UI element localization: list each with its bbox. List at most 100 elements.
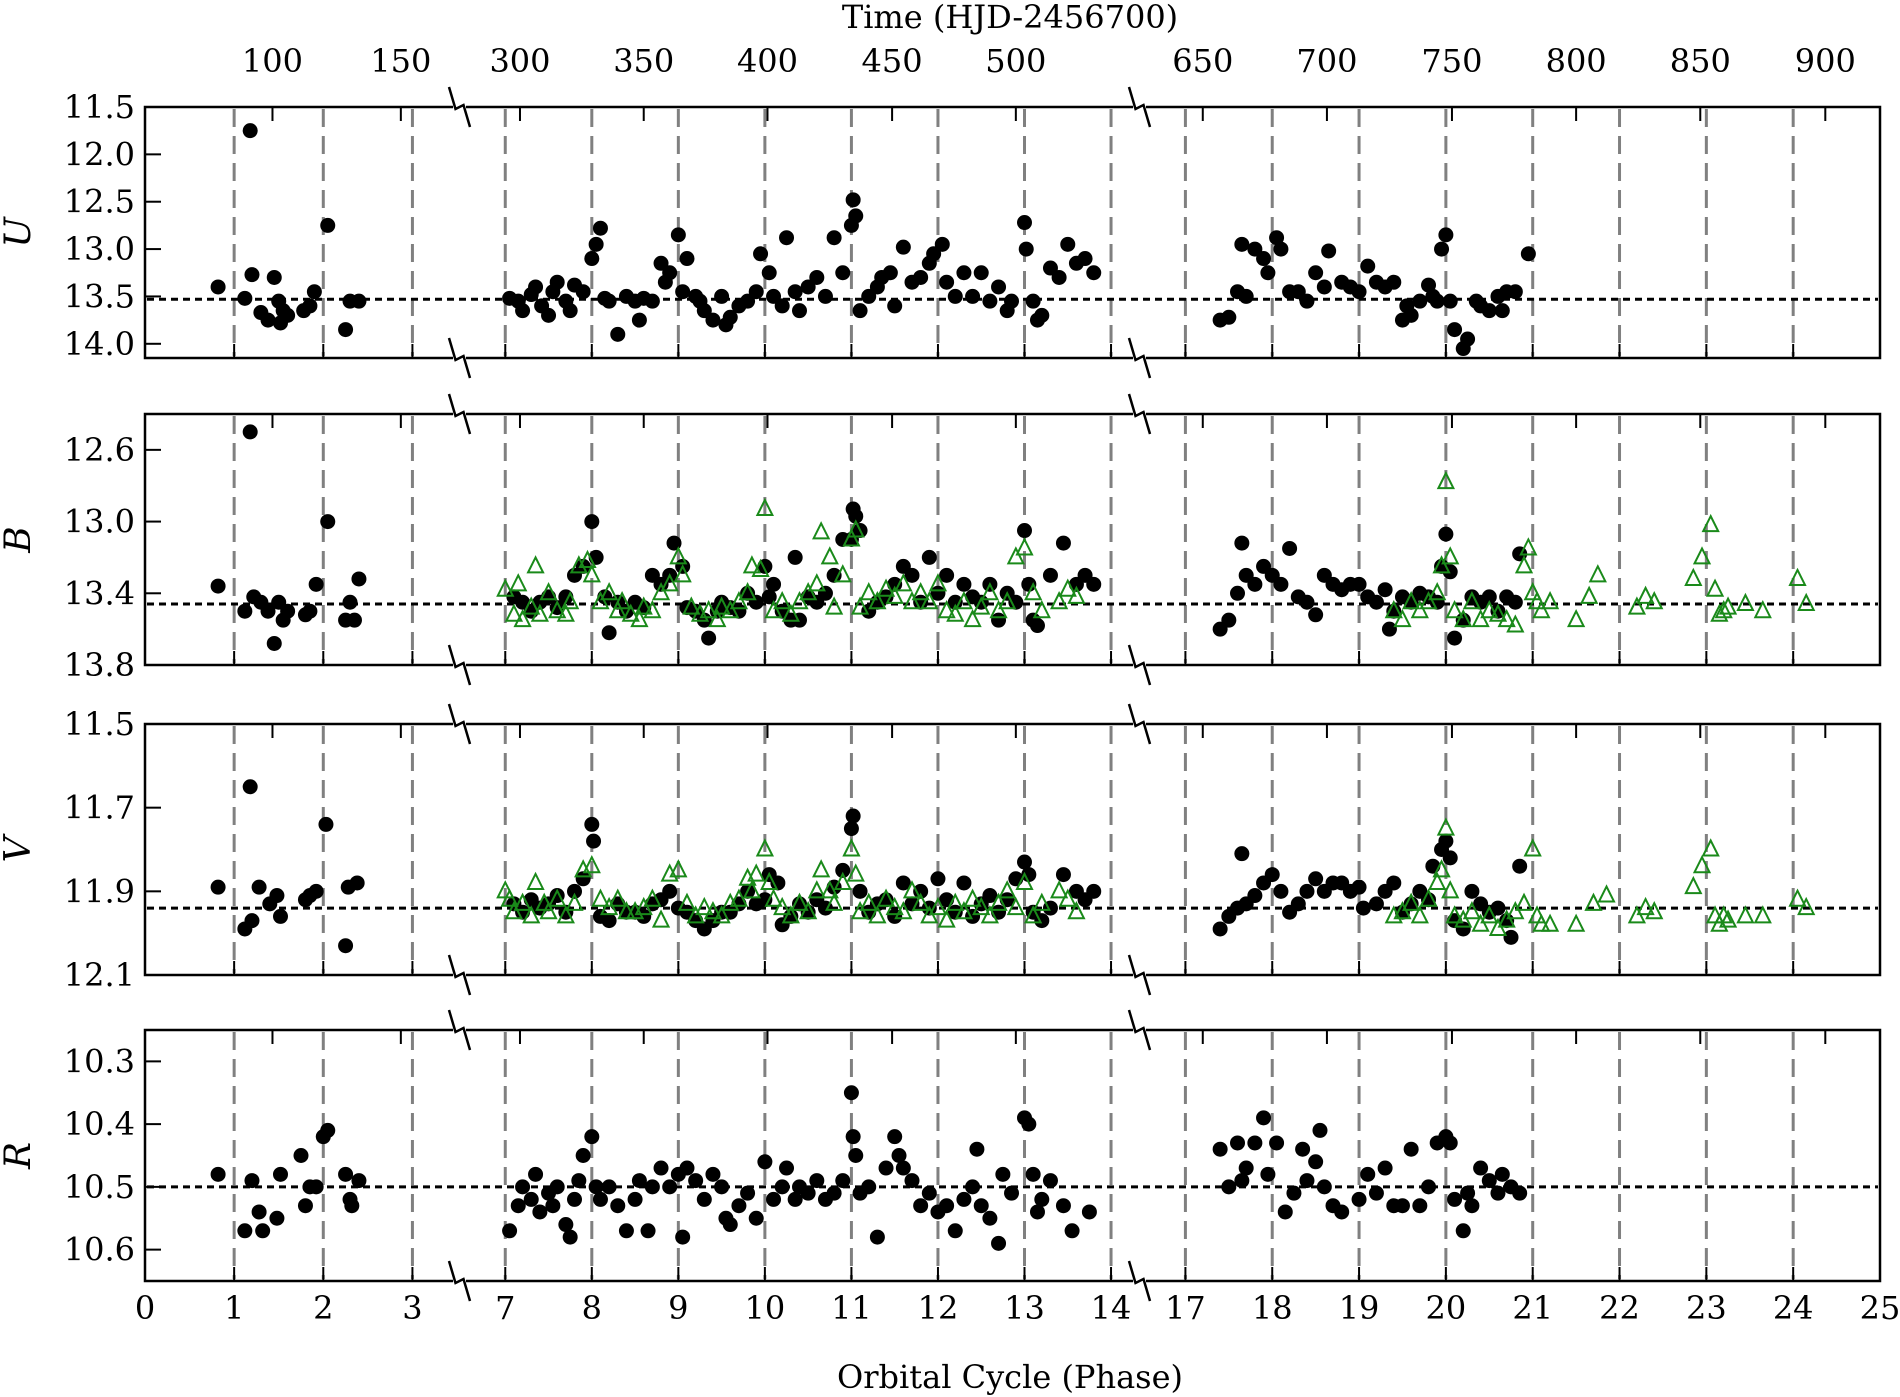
data-point-circle <box>1230 1135 1246 1151</box>
data-point-triangle <box>824 892 844 911</box>
data-point-circle <box>835 265 851 281</box>
data-point-circle <box>318 816 334 832</box>
data-point-circle <box>1368 594 1384 610</box>
data-point-triangle <box>703 901 723 920</box>
data-point-circle <box>845 808 861 824</box>
x-tick-label: 1 <box>224 1289 244 1327</box>
data-point-circle <box>675 284 691 300</box>
data-point-circle <box>545 1198 561 1214</box>
data-point-triangle <box>1024 582 1043 601</box>
data-point-circle <box>293 1148 309 1163</box>
data-point-triangle <box>980 905 1000 924</box>
data-point-circle <box>302 603 318 619</box>
data-point-circle <box>835 862 851 878</box>
data-point-circle <box>515 303 531 319</box>
top-tick-label: 650 <box>1172 42 1233 80</box>
data-point-circle <box>1021 867 1037 883</box>
data-point-circle <box>260 312 276 328</box>
data-point-circle <box>269 888 285 904</box>
data-point-triangle <box>946 603 965 622</box>
data-point-triangle <box>989 892 1008 911</box>
data-point-circle <box>1308 265 1324 281</box>
data-point-circle <box>1512 858 1528 874</box>
data-point-circle <box>1055 1198 1071 1214</box>
data-point-circle <box>991 279 1007 295</box>
data-point-circle <box>817 288 833 304</box>
data-point-circle <box>843 1085 859 1101</box>
axis-break-mark <box>1127 1009 1152 1051</box>
data-point-circle <box>1394 1198 1410 1214</box>
x-tick-label: 2 <box>313 1289 333 1327</box>
data-point-circle <box>1034 1191 1050 1207</box>
data-point-circle <box>748 594 764 610</box>
data-point-circle <box>1017 215 1032 231</box>
data-point-circle <box>1494 1166 1510 1182</box>
x-tick-label: 3 <box>402 1289 422 1327</box>
data-point-triangle <box>630 608 649 628</box>
data-point-circle <box>1260 1166 1276 1182</box>
data-point-circle <box>861 288 877 304</box>
data-point-circle <box>1256 1110 1272 1126</box>
data-point-circle <box>1316 279 1332 295</box>
y-tick-label: 14.0 <box>64 325 135 363</box>
data-point-circle <box>1273 883 1289 899</box>
data-point-circle <box>1008 594 1024 610</box>
data-point-circle <box>1282 540 1298 556</box>
x-tick-label: 14 <box>1091 1289 1132 1327</box>
y-axis-label: R <box>0 1142 39 1170</box>
data-point-circle <box>1499 913 1515 929</box>
data-point-triangle <box>799 901 818 920</box>
x-tick-label: 12 <box>918 1289 959 1327</box>
data-point-circle <box>1412 293 1428 309</box>
data-point-circle <box>571 1173 587 1189</box>
data-point-triangle <box>859 892 878 911</box>
data-point-circle <box>722 309 738 325</box>
data-point-triangle <box>1462 591 1482 610</box>
data-point-circle <box>1355 900 1371 916</box>
data-point-triangle <box>643 888 662 907</box>
data-point-triangle <box>755 838 775 857</box>
data-point-circle <box>528 279 544 295</box>
data-point-circle <box>701 630 717 646</box>
y-tick-label: 12.5 <box>64 183 135 221</box>
data-point-circle <box>320 1122 336 1138</box>
data-point-circle <box>774 298 790 314</box>
data-point-triangle <box>1441 880 1460 899</box>
data-point-circle <box>787 284 803 300</box>
data-point-triangle <box>773 896 792 916</box>
data-point-triangle <box>1441 546 1460 565</box>
panel-frame <box>143 722 1882 977</box>
data-point-circle <box>843 821 859 837</box>
y-tick-label: 12.6 <box>64 431 135 469</box>
axis-break-mark <box>447 644 472 686</box>
panel-frame <box>143 412 1882 667</box>
data-point-triangle <box>1410 599 1429 619</box>
data-point-circle <box>610 326 626 342</box>
data-point-triangle <box>496 578 515 597</box>
data-point-circle <box>1034 307 1050 323</box>
data-point-circle <box>1490 900 1506 916</box>
data-point-circle <box>1316 1179 1332 1195</box>
axis-break-mark <box>1127 703 1152 745</box>
data-point-circle <box>1234 236 1250 252</box>
data-point-triangle <box>729 591 749 610</box>
data-point-circle <box>237 1223 253 1239</box>
data-point-circle <box>237 603 253 619</box>
data-point-circle <box>528 1166 544 1182</box>
data-point-circle <box>861 1179 877 1195</box>
data-point-circle <box>913 883 929 899</box>
x-axis-title: Orbital Cycle (Phase) <box>837 1358 1183 1396</box>
data-point-circle <box>338 322 354 338</box>
data-point-triangle <box>582 854 601 874</box>
data-point-circle <box>1029 1204 1045 1220</box>
data-point-triangle <box>972 896 991 916</box>
data-point-triangle <box>764 888 783 907</box>
data-point-circle <box>845 1129 861 1145</box>
data-point-circle <box>302 298 318 314</box>
data-point-circle <box>1403 307 1419 323</box>
data-point-circle <box>869 1229 885 1245</box>
data-point-triangle <box>790 892 809 911</box>
data-point-circle <box>1238 1160 1254 1176</box>
data-point-circle <box>1086 883 1102 899</box>
data-point-circle <box>237 290 253 306</box>
